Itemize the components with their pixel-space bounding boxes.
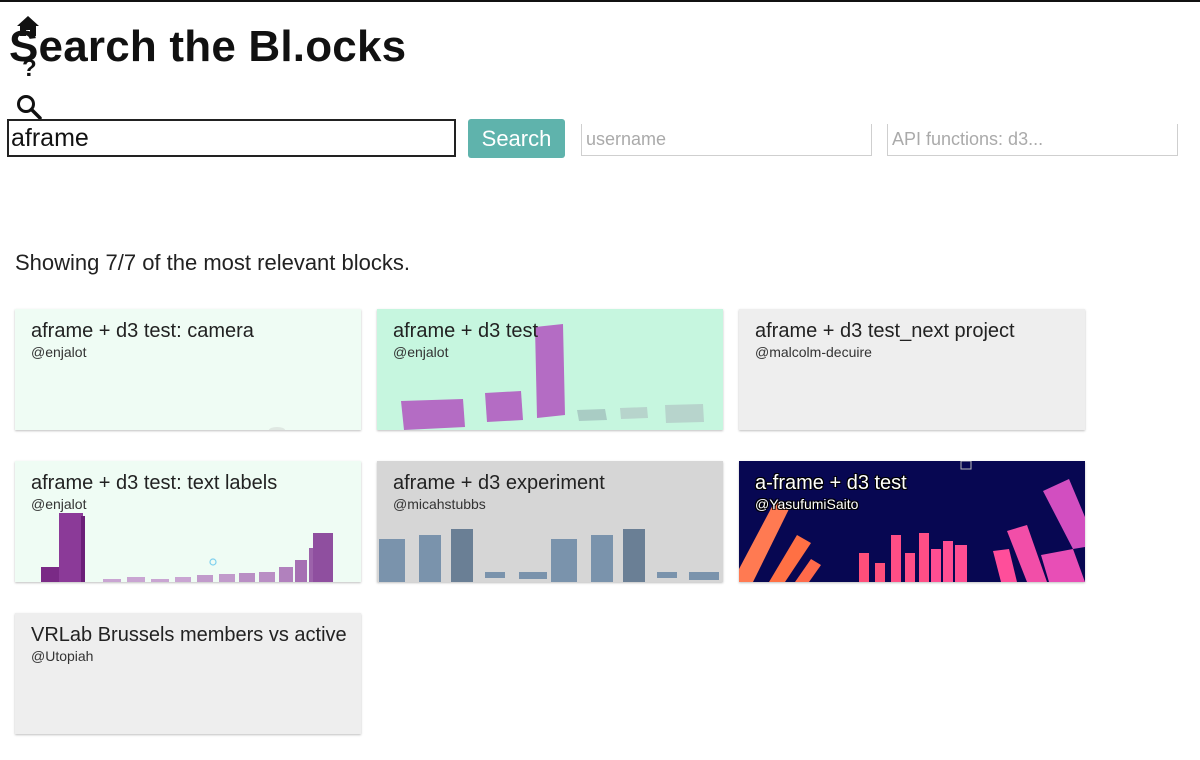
block-title: a-frame + d3 test [755,472,907,494]
search-icon [17,95,42,120]
thumbnail-background [739,309,1085,430]
block-title: aframe + d3 test: text labels [31,472,278,494]
block-author[interactable]: @YasufumiSaito [755,496,859,512]
block-card[interactable]: VRLab Brussels members vs active @Utopia… [15,613,361,734]
api-functions-input[interactable] [887,124,1178,156]
block-title: aframe + d3 test [393,320,539,342]
username-input[interactable] [581,124,872,156]
block-author[interactable]: @malcolm-decuire [755,344,872,360]
home-icon[interactable] [16,14,40,38]
help-icon[interactable]: ? [22,55,37,82]
block-title: VRLab Brussels members vs active [31,624,347,646]
block-card[interactable]: aframe + d3 experiment @micahstubbs [377,461,723,582]
block-card[interactable]: a-frame + d3 test @YasufumiSaito [739,461,1085,582]
block-author[interactable]: @Utopiah [31,648,94,664]
block-title: aframe + d3 test_next project [755,320,1015,342]
block-card[interactable]: aframe + d3 test: camera @enjalot [15,309,361,430]
block-thumbnail [15,461,361,582]
block-card[interactable]: aframe + d3 test_next project @malcolm-d… [739,309,1085,430]
block-title: aframe + d3 experiment [393,472,605,494]
results-summary: Showing 7/7 of the most relevant blocks. [15,250,410,275]
thumbnail-background [15,613,361,734]
page-title: Search the Bl.ocks [9,22,407,71]
block-thumbnail [15,613,361,734]
block-author[interactable]: @micahstubbs [393,496,486,512]
block-title: aframe + d3 test: camera [31,320,254,342]
block-thumbnail [739,461,1085,582]
block-author[interactable]: @enjalot [31,496,87,512]
thumbnail-background [15,309,361,430]
block-card[interactable]: aframe + d3 test @enjalot [377,309,723,430]
block-thumbnail [377,309,723,430]
block-thumbnail [377,461,723,582]
block-author[interactable]: @enjalot [31,344,87,360]
top-border [0,0,1200,2]
block-thumbnail [15,309,361,430]
search-input[interactable] [7,119,456,157]
search-button[interactable]: Search [468,119,565,158]
block-thumbnail [739,309,1085,430]
block-card[interactable]: aframe + d3 test: text labels @enjalot [15,461,361,582]
block-author[interactable]: @enjalot [393,344,449,360]
